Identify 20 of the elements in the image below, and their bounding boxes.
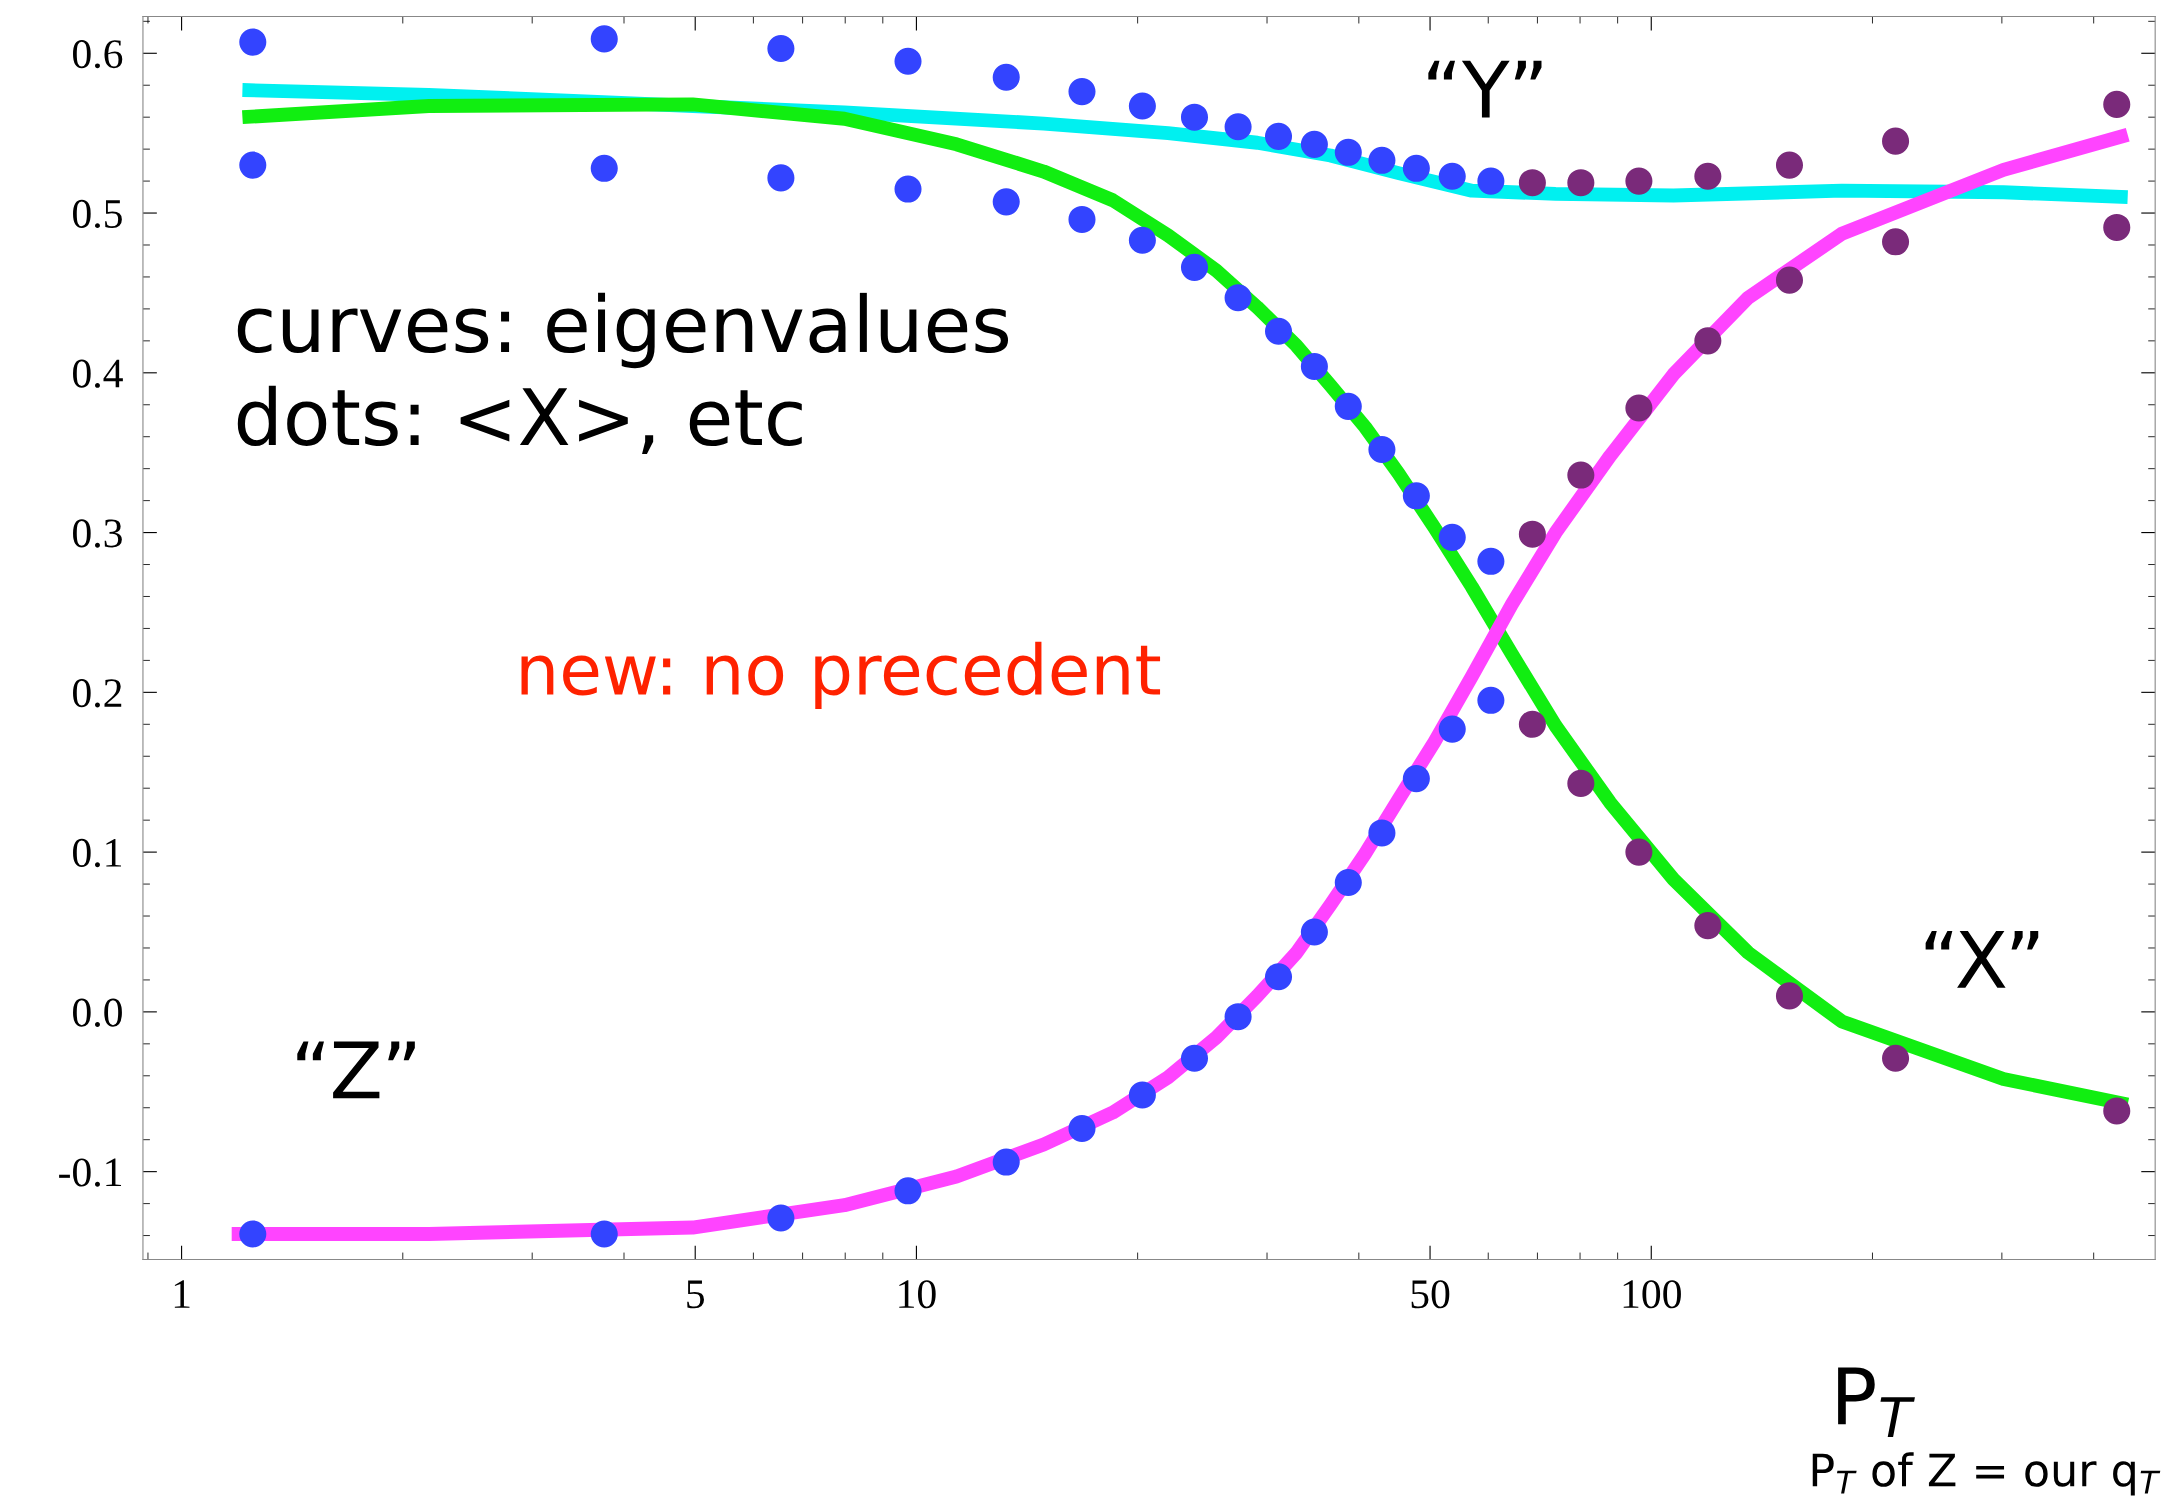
annotation: new: no precedent xyxy=(521,641,1161,709)
y-tick-label: 0.5 xyxy=(73,199,122,229)
y-tick-label: 0.6 xyxy=(73,40,123,69)
y-tick-label: -0.1 xyxy=(59,1158,122,1187)
x-tick-label: 50 xyxy=(1411,1280,1450,1309)
x-axis-title: P$_{T}$ xyxy=(1838,1367,1915,1437)
annotation: “X” xyxy=(1925,930,2039,988)
y-tick-label: 0.3 xyxy=(73,519,122,548)
x-tick-label: 5 xyxy=(687,1280,704,1309)
annotation: “Y” xyxy=(1428,60,1542,118)
text: P$_{T}$ of Z = our q$_{T}$ xyxy=(1812,1452,2161,1496)
y-tick-label: 0.2 xyxy=(73,679,122,708)
x-tick-label: 100 xyxy=(1623,1280,1681,1309)
x-tick-label: 1 xyxy=(174,1280,190,1308)
y-tick-label: 0.4 xyxy=(73,359,123,388)
y-tick-label: 0.0 xyxy=(73,998,122,1027)
annotation: “Z” xyxy=(297,1041,415,1099)
x-tick-label: 10 xyxy=(899,1280,936,1309)
annotation: curves: eigenvalues dots: <X>, etc xyxy=(237,292,1009,454)
y-tick-label: 0.1 xyxy=(73,838,122,868)
